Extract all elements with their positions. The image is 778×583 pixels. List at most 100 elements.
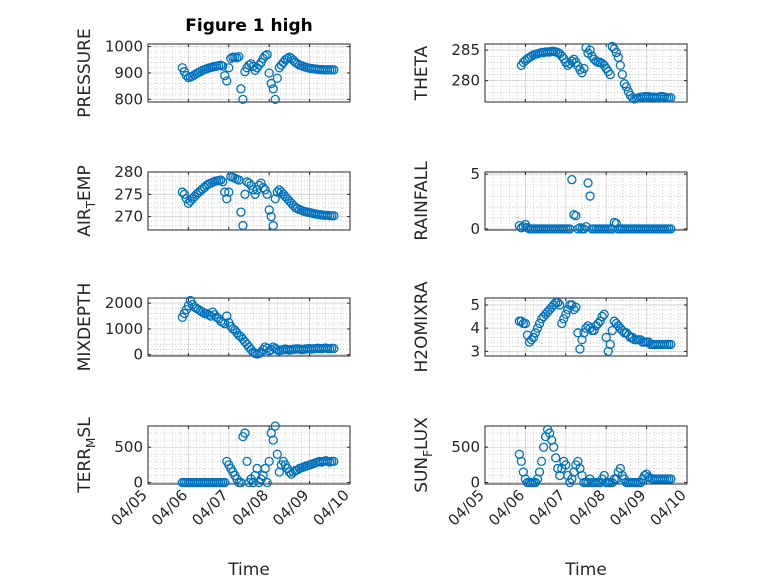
data-point [218,317,228,328]
data-point [536,456,547,467]
data-point [530,328,541,338]
plot-area [485,172,687,230]
y-axis-label: RAINFALL [412,161,432,241]
data-point [534,467,545,477]
data-point [595,316,605,326]
data-point [605,69,615,80]
x-axis-label: Time [227,560,270,580]
data-point [583,178,593,188]
y-axis-label: AIRTEMP [75,165,98,236]
y-tick-label: 500 [451,438,480,456]
data-point [666,93,676,103]
data-point [526,335,537,345]
data-point [551,453,561,463]
y-tick-label: 1000 [105,320,143,338]
data-point [260,51,270,61]
data-point [329,211,339,221]
data-point [270,94,280,105]
y-axis-label: H2OMIXRA [412,281,432,372]
plot-area [148,426,350,484]
data-point [553,297,563,308]
data-point [329,343,339,354]
y-axis-label-part: EMP [75,165,95,201]
data-point [605,339,615,350]
y-axis-label-subscript: F [421,450,435,457]
data-point [534,318,545,329]
data-point [272,449,282,459]
data-point [611,47,621,58]
y-tick-label: 280 [114,163,143,181]
subplot-theta: 280 285 THETA [412,41,688,104]
data-point [240,189,250,199]
data-point [601,332,611,343]
axes-box [484,425,688,485]
figure-title: Figure 1 high [185,16,313,36]
data-point [599,309,609,319]
data-point [329,65,339,75]
data-point [589,325,599,336]
data-point [244,60,254,70]
y-axis-label: TERRMSL [75,417,98,494]
y-axis-label-subscript: T [84,200,98,209]
data-point [270,421,280,431]
data-point [242,456,252,467]
data-point [557,318,567,329]
data-point [538,442,549,452]
data-point [577,68,587,78]
y-tick-label: 0 [470,474,480,492]
data-point [224,63,234,73]
subplot-mixdepth: 0 1000 2000 MIXDEPTH [75,283,351,372]
data-point [220,477,230,488]
data-point [179,189,190,199]
y-tick-label: 2000 [105,294,143,312]
data-point [639,470,650,481]
y-tick-label: 0 [133,346,143,364]
data-point [520,318,531,329]
y-tick-label: 280 [451,72,480,90]
data-point [268,435,278,445]
y-tick-label: 4 [470,319,480,337]
data-point [555,300,565,310]
data-point [244,178,254,188]
data-point [250,189,260,199]
data-point [216,175,226,185]
y-axis-label-part: SUN [412,457,432,493]
data-point [561,309,571,319]
y-tick-label: 3 [470,342,480,360]
data-point [260,185,270,195]
data-point [264,456,274,467]
data-point [197,307,208,317]
data-point [218,61,228,71]
y-axis-label-part: AIR [75,208,95,237]
subplot-air-temp: 270 275 280 AIRTEMP [75,163,351,237]
subplot-rainfall: 0 5 RAINFALL [412,161,688,241]
data-point [607,325,617,336]
y-tick-label: 900 [114,64,143,82]
data-point [579,328,589,338]
y-axis-label: MIXDEPTH [75,283,95,372]
data-point [240,428,250,438]
data-point [266,211,276,222]
data-point [567,175,577,185]
y-tick-label: 5 [470,296,480,314]
data-point [218,177,228,187]
data-point [248,185,258,195]
data-point [532,323,543,333]
data-point [256,178,266,188]
data-point [224,187,234,197]
data-point [272,73,282,83]
data-point [666,474,676,484]
y-tick-label: 1000 [105,38,143,56]
data-point [666,339,676,350]
data-point [260,463,270,474]
data-point [329,456,339,467]
data-point [621,82,632,92]
data-point [258,182,268,193]
data-point [236,207,246,217]
y-tick-label: 270 [114,208,143,226]
data-point [591,56,601,66]
data-point [183,301,194,311]
data-point [597,311,607,322]
data-point [282,53,293,64]
